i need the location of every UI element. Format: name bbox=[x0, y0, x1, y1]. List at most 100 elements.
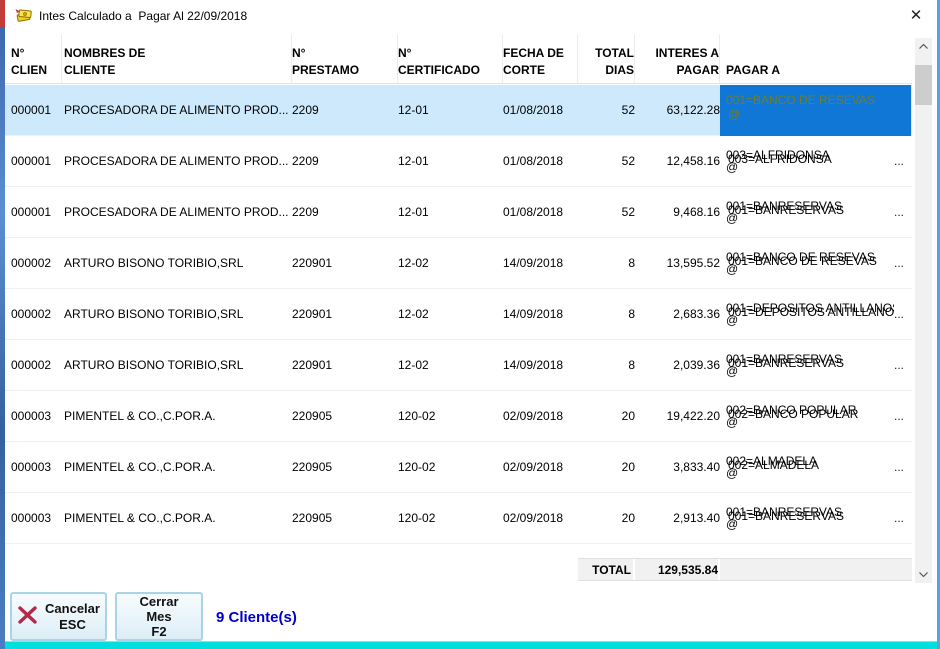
cell-nombre: PIMENTEL & CO.,C.POR.A. bbox=[64, 511, 216, 525]
cell-certificado: 12-01 bbox=[398, 205, 429, 219]
total-label: TOTAL bbox=[578, 559, 635, 580]
window-title: Intes Calculado a Pagar Al 22/09/2018 bbox=[39, 9, 248, 23]
pagar-a-text-overlap: 002=ALMADELA bbox=[728, 457, 820, 472]
cell-clien: 000002 bbox=[11, 358, 52, 372]
cell-certificado: 12-02 bbox=[398, 358, 429, 372]
cell-ellipsis-button[interactable]: ... bbox=[894, 409, 905, 423]
cell-ellipsis-button[interactable]: ... bbox=[894, 511, 905, 525]
money-icon bbox=[14, 7, 33, 24]
cell-total-dias: 20 bbox=[621, 409, 635, 423]
pagar-a-at: @ bbox=[728, 106, 741, 121]
cell-certificado: 120-02 bbox=[398, 409, 436, 423]
table-row[interactable]: 000002 ARTURO BISONO TORIBIO,SRL 220901 … bbox=[5, 289, 912, 340]
cell-pagar-a[interactable]: 001=BANCO DE RESEVAS 001=BANCO DE RESEVA… bbox=[720, 84, 911, 136]
scroll-up-icon[interactable] bbox=[915, 38, 932, 55]
cancel-button[interactable]: Cancelar ESC bbox=[10, 592, 107, 641]
cell-nombre: PROCESADORA DE ALIMENTO PROD... bbox=[64, 103, 289, 117]
table-row[interactable]: 000001 PROCESADORA DE ALIMENTO PROD... 2… bbox=[5, 84, 912, 136]
pagar-a-at: @ bbox=[726, 312, 739, 327]
bottom-accent-bar bbox=[5, 641, 937, 649]
cell-pagar-a[interactable]: 001=BANRESERVAS 001=BANRESERVAS @ bbox=[720, 493, 894, 544]
cell-ellipsis-button[interactable]: ... bbox=[894, 460, 905, 474]
cell-total-dias: 20 bbox=[621, 511, 635, 525]
cell-clien: 000002 bbox=[11, 307, 52, 321]
table-row[interactable]: 000001 PROCESADORA DE ALIMENTO PROD... 2… bbox=[5, 136, 912, 187]
table-row[interactable]: 000002 ARTURO BISONO TORIBIO,SRL 220901 … bbox=[5, 238, 912, 289]
pagar-a-text: 001=BANRESERVAS bbox=[726, 198, 842, 213]
cell-ellipsis-button[interactable]: ... bbox=[894, 256, 905, 270]
pagar-a-text: 001=DEPOSITOS ANTILLANOS bbox=[726, 300, 894, 315]
cell-ellipsis-button[interactable]: ... bbox=[894, 307, 905, 321]
table-row[interactable]: 000003 PIMENTEL & CO.,C.POR.A. 220905 12… bbox=[5, 391, 912, 442]
cell-prestamo: 2209 bbox=[292, 103, 319, 117]
cell-fecha-corte: 02/09/2018 bbox=[503, 409, 564, 423]
cancel-button-label: Cancelar bbox=[45, 600, 100, 616]
cell-ellipsis-button[interactable]: ... bbox=[894, 358, 905, 372]
cell-pagar-a[interactable]: 001=BANCO DE RESEVAS 001=BANCO DE RESEVA… bbox=[720, 238, 894, 289]
cell-pagar-a[interactable]: 002=ALMADELA 002=ALMADELA @ bbox=[720, 442, 894, 493]
cell-fecha-corte: 01/08/2018 bbox=[503, 154, 564, 168]
cell-interes-pagar: 13,595.52 bbox=[666, 256, 720, 270]
cell-clien: 000002 bbox=[11, 256, 52, 270]
cell-total-dias: 20 bbox=[621, 460, 635, 474]
cell-fecha-corte: 01/08/2018 bbox=[503, 103, 564, 117]
cell-nombre: PIMENTEL & CO.,C.POR.A. bbox=[64, 409, 216, 423]
pagar-a-text: 002=BANCO POPULAR bbox=[726, 402, 857, 417]
pagar-a-text-overlap: 001=BANRESERVAS bbox=[728, 355, 844, 370]
total-row: TOTAL 129,535.84 bbox=[578, 558, 912, 581]
table-row[interactable]: 000002 ARTURO BISONO TORIBIO,SRL 220901 … bbox=[5, 340, 912, 391]
scroll-down-icon[interactable] bbox=[915, 566, 932, 583]
cell-pagar-a[interactable]: 001=BANRESERVAS 001=BANRESERVAS @ bbox=[720, 340, 894, 391]
cell-prestamo: 220901 bbox=[292, 358, 333, 372]
cancel-x-icon bbox=[17, 604, 39, 629]
cell-prestamo: 2209 bbox=[292, 154, 319, 168]
cell-certificado: 12-02 bbox=[398, 256, 429, 270]
titlebar: Intes Calculado a Pagar Al 22/09/2018 ✕ bbox=[5, 0, 937, 32]
scrollbar-thumb[interactable] bbox=[915, 65, 932, 105]
pagar-a-at: @ bbox=[726, 159, 739, 174]
cell-nombre: PROCESADORA DE ALIMENTO PROD... bbox=[64, 205, 289, 219]
pagar-a-at: @ bbox=[726, 516, 739, 531]
clients-count-label: 9 Cliente(s) bbox=[216, 609, 297, 626]
table-row[interactable]: 000001 PROCESADORA DE ALIMENTO PROD... 2… bbox=[5, 187, 912, 238]
cell-total-dias: 52 bbox=[621, 103, 635, 117]
column-header-total-dias: TOTAL DIAS bbox=[578, 34, 635, 83]
pagar-a-text-overlap: 002=BANCO POPULAR bbox=[728, 406, 859, 421]
pagar-a-at: @ bbox=[726, 414, 739, 429]
cell-interes-pagar: 2,039.36 bbox=[673, 358, 720, 372]
close-icon[interactable]: ✕ bbox=[909, 7, 923, 24]
vertical-scrollbar[interactable] bbox=[915, 38, 932, 583]
column-header-certificado: N° CERTIFICADO bbox=[398, 34, 503, 83]
cell-clien: 000001 bbox=[11, 103, 52, 117]
cell-pagar-a[interactable]: 001=BANRESERVAS 001=BANRESERVAS @ bbox=[720, 187, 894, 238]
cell-ellipsis-button[interactable]: ... bbox=[894, 205, 905, 219]
cell-certificado: 120-02 bbox=[398, 511, 436, 525]
table-row[interactable]: 000003 PIMENTEL & CO.,C.POR.A. 220905 12… bbox=[5, 493, 912, 544]
cell-ellipsis-button[interactable]: ... bbox=[894, 154, 905, 168]
close-month-label-2: Mes bbox=[146, 609, 172, 624]
column-header-prestamo: N° PRESTAMO bbox=[292, 34, 398, 83]
cell-fecha-corte: 14/09/2018 bbox=[503, 256, 564, 270]
cell-total-dias: 8 bbox=[628, 358, 635, 372]
column-header-fecha-corte: FECHA DE CORTE bbox=[503, 34, 578, 83]
cell-nombre: ARTURO BISONO TORIBIO,SRL bbox=[64, 358, 244, 372]
background-window-edge bbox=[0, 0, 5, 649]
cell-nombre: PIMENTEL & CO.,C.POR.A. bbox=[64, 460, 216, 474]
cell-interes-pagar: 19,422.20 bbox=[666, 409, 720, 423]
cell-certificado: 12-01 bbox=[398, 103, 429, 117]
cell-interes-pagar: 63,122.28 bbox=[666, 103, 720, 117]
cell-interes-pagar: 2,913.40 bbox=[673, 511, 720, 525]
table-row[interactable]: 000003 PIMENTEL & CO.,C.POR.A. 220905 12… bbox=[5, 442, 912, 493]
pagar-a-text-overlap: 001=BANRESERVAS bbox=[728, 508, 844, 523]
cell-pagar-a[interactable]: 001=DEPOSITOS ANTILLANOS 001=DEPOSITOS A… bbox=[720, 289, 894, 340]
cell-prestamo: 2209 bbox=[292, 205, 319, 219]
column-header-interes-pagar: INTERES A PAGAR bbox=[635, 34, 720, 83]
cell-pagar-a[interactable]: 002=BANCO POPULAR 002=BANCO POPULAR @ bbox=[720, 391, 894, 442]
cell-pagar-a[interactable]: 003=ALFRIDONSA 003=ALFRIDONSA @ bbox=[720, 136, 894, 187]
close-month-button[interactable]: Cerrar Mes F2 bbox=[115, 592, 203, 641]
cell-clien: 000003 bbox=[11, 409, 52, 423]
background-window-edge-red bbox=[0, 0, 5, 28]
cell-prestamo: 220901 bbox=[292, 256, 333, 270]
column-header-nombre: NOMBRES DE CLIENTE bbox=[62, 34, 292, 83]
pagar-a-at: @ bbox=[726, 210, 739, 225]
